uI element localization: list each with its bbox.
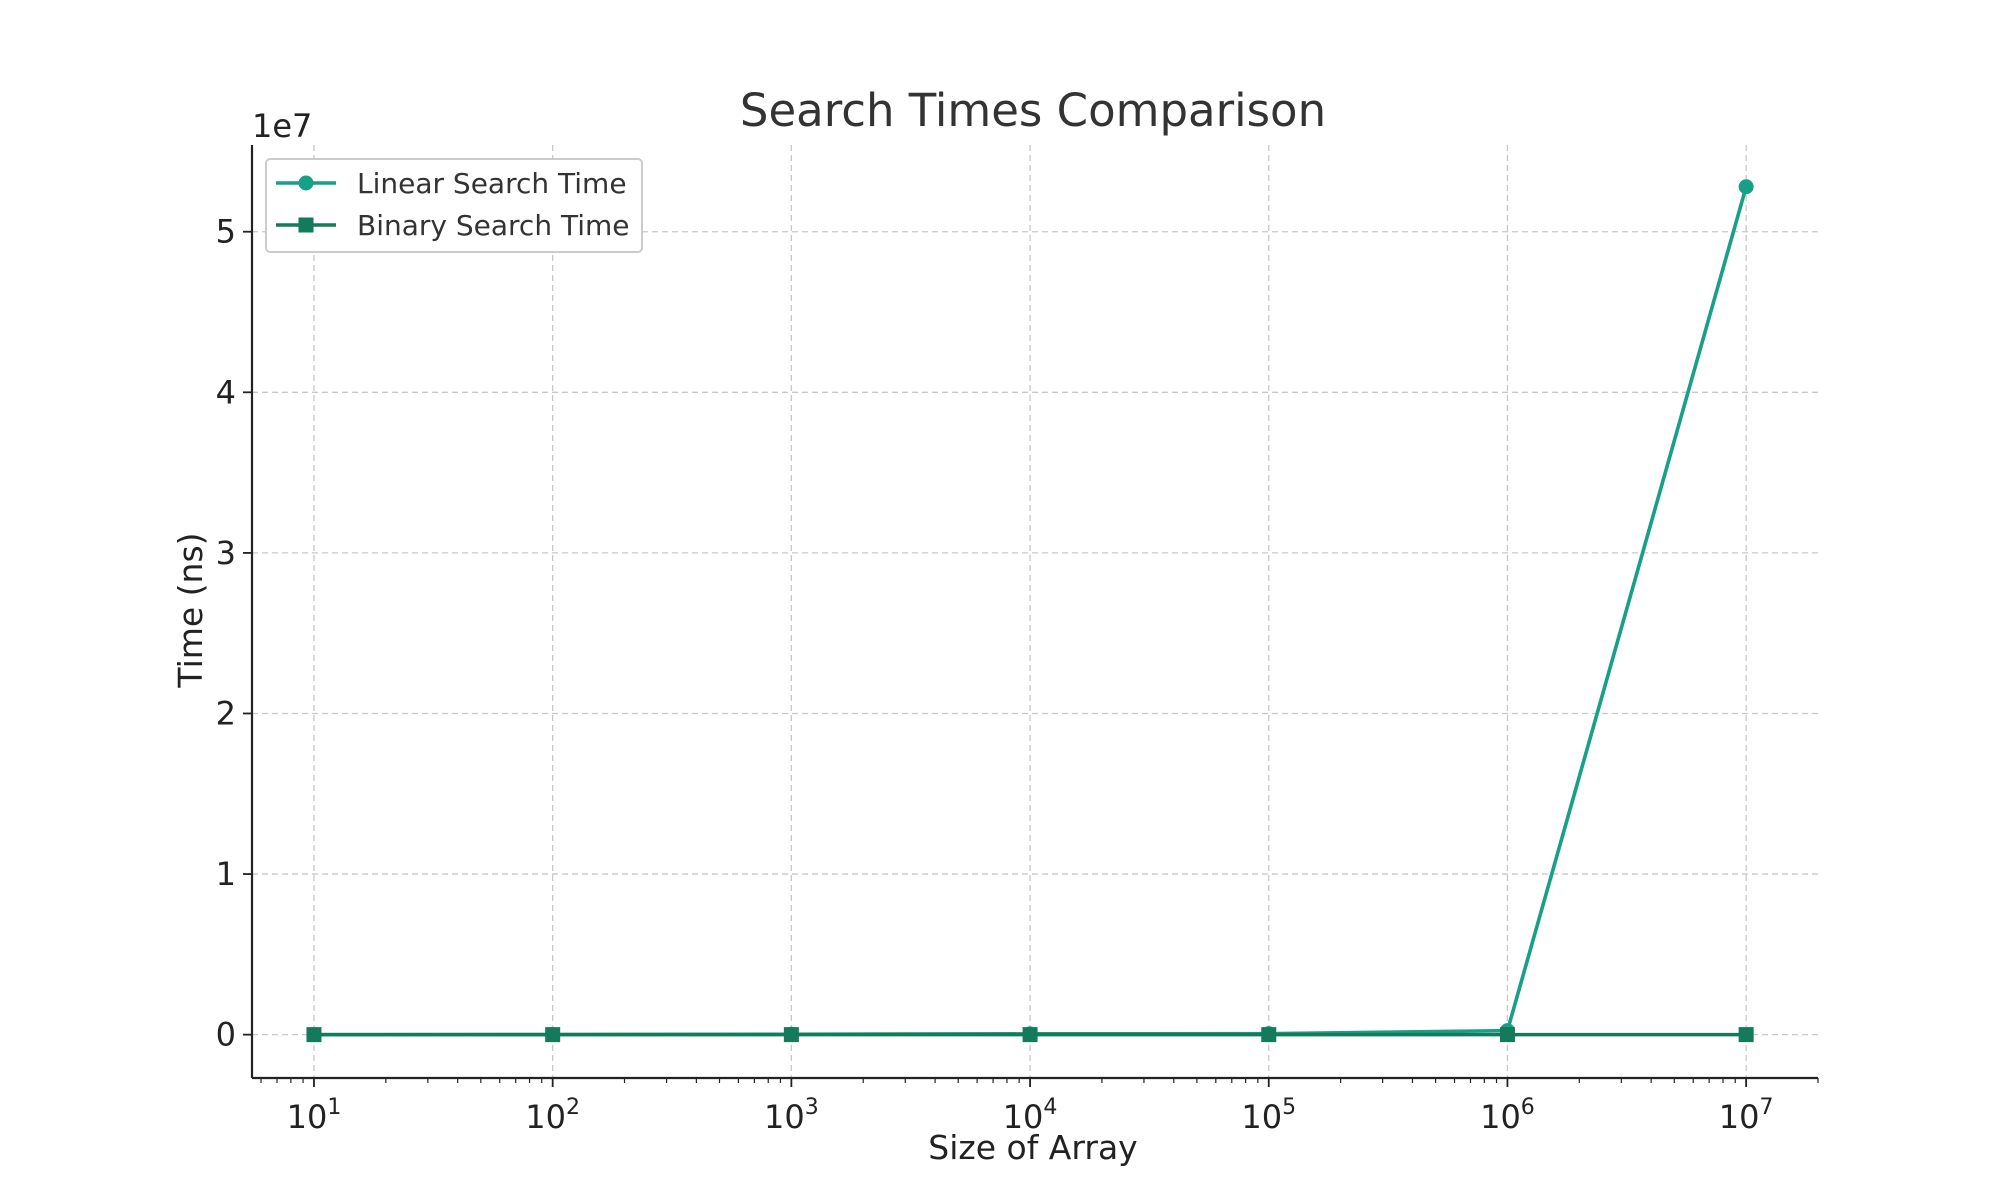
x-axis-title: Size of Array — [928, 1128, 1137, 1167]
data-point-square — [1738, 1027, 1754, 1043]
y-tick-label: 2 — [216, 694, 236, 732]
x-tick-label: 103 — [764, 1095, 819, 1136]
data-point-square — [1499, 1027, 1515, 1043]
legend: Linear Search Time Binary Search Time — [265, 158, 643, 253]
x-tick-label: 107 — [1719, 1095, 1774, 1136]
data-point-square — [783, 1027, 799, 1043]
x-tick-label-base: 10 — [525, 1098, 566, 1136]
data-point-square — [306, 1027, 322, 1043]
x-tick-label: 101 — [287, 1095, 342, 1136]
x-tick-label-base: 10 — [764, 1098, 805, 1136]
x-tick-label-exponent: 4 — [1043, 1095, 1057, 1120]
x-tick-label-exponent: 3 — [805, 1095, 819, 1120]
x-tick-label-base: 10 — [1480, 1098, 1521, 1136]
grid — [252, 145, 1818, 1078]
data-point-circle — [1738, 179, 1754, 195]
y-tick-label: 0 — [216, 1016, 236, 1054]
y-axis-title: Time (ns) — [171, 532, 210, 688]
legend-label: Linear Search Time — [357, 167, 627, 200]
legend-entry: Linear Search Time — [276, 167, 627, 200]
series-binary — [306, 1027, 1754, 1043]
legend-circle-marker — [298, 175, 314, 191]
data-point-square — [1261, 1027, 1277, 1043]
x-tick-label-exponent: 7 — [1760, 1095, 1774, 1120]
x-tick-label-exponent: 2 — [566, 1095, 580, 1120]
x-tick-label-base: 10 — [287, 1098, 328, 1136]
y-tick-label: 4 — [216, 373, 236, 411]
legend-box — [265, 158, 643, 253]
x-tick-label-exponent: 1 — [327, 1095, 341, 1120]
y-axis-offset-label: 1e7 — [252, 107, 312, 145]
x-tick-label-exponent: 5 — [1282, 1095, 1296, 1120]
x-tick-label-base: 10 — [1003, 1098, 1044, 1136]
x-tick-label: 102 — [525, 1095, 580, 1136]
y-tick-label: 1 — [216, 855, 236, 893]
data-point-square — [545, 1027, 561, 1043]
y-tick-label: 5 — [216, 213, 236, 251]
legend-square-marker — [298, 217, 314, 233]
chart-title: Search Times Comparison — [740, 84, 1326, 137]
x-tick-label-exponent: 6 — [1521, 1095, 1535, 1120]
legend-label: Binary Search Time — [357, 209, 630, 242]
x-tick-label-base: 10 — [1719, 1098, 1760, 1136]
plot-series — [306, 179, 1754, 1043]
x-tick-label: 105 — [1241, 1095, 1296, 1136]
legend-entry: Binary Search Time — [276, 209, 630, 242]
x-tick-label: 104 — [1003, 1095, 1058, 1136]
labels: Search Times Comparison Size of Array Ti… — [171, 84, 1326, 1167]
x-tick-label: 106 — [1480, 1095, 1535, 1136]
x-tick-label-base: 10 — [1241, 1098, 1282, 1136]
data-point-square — [1022, 1027, 1038, 1043]
y-tick-label: 3 — [216, 534, 236, 572]
